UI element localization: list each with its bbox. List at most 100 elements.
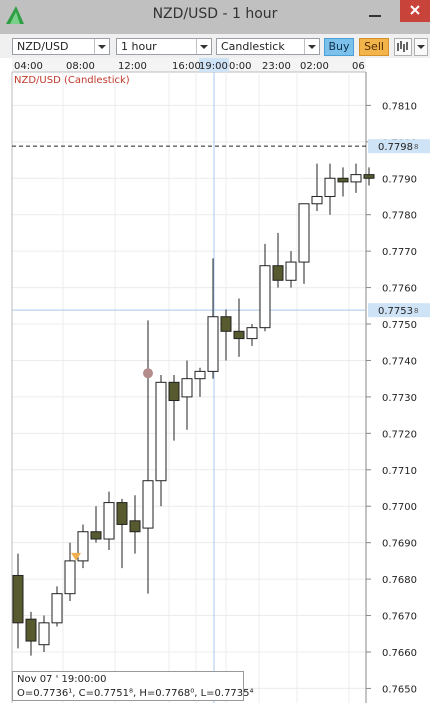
candle[interactable] (168, 375, 180, 441)
y-tick-label: 0.7710 (382, 466, 417, 477)
candle[interactable] (64, 542, 76, 601)
candle[interactable] (142, 320, 154, 594)
candle[interactable] (129, 495, 141, 554)
buy-button[interactable]: Buy (324, 38, 354, 56)
x-tick-label: 19:00 (199, 61, 228, 72)
x-tick-label: 12:00 (118, 61, 147, 72)
chevron-down-icon (304, 39, 319, 54)
minimize-icon[interactable] (366, 4, 384, 22)
y-axis-labels: 0.78100.78000.77900.77800.77700.77600.77… (366, 101, 417, 695)
current-price-suffix: 8 (414, 143, 418, 151)
price-labels: 0.7798 8 0.7753 8 (368, 139, 430, 318)
candle[interactable] (298, 203, 310, 284)
candle[interactable] (246, 324, 258, 346)
candle-body-bull (246, 327, 258, 340)
candle-body-bear (168, 381, 180, 402)
chart-type-select[interactable]: Candlestick (216, 38, 320, 55)
event-marker-triangle[interactable] (71, 552, 81, 561)
candle-ohlc: O=0.7736¹, C=0.7751⁸, H=0.7768⁰, L=0.773… (17, 688, 254, 699)
candle-body-bull (155, 381, 167, 482)
chevron-down-icon (94, 39, 109, 54)
candle-body-bull (311, 195, 323, 205)
close-icon (410, 5, 420, 15)
y-tick-label: 0.7790 (382, 174, 417, 185)
candle[interactable] (220, 309, 232, 361)
y-tick-label: 0.7670 (382, 612, 417, 623)
candle[interactable] (337, 167, 349, 197)
candle[interactable] (259, 243, 271, 332)
ohlc-info-box: Nov 07 ' 19:00:00 O=0.7736¹, C=0.7751⁸, … (12, 671, 254, 701)
y-tick-label: 0.7760 (382, 284, 417, 295)
y-tick-label: 0.7720 (382, 429, 417, 440)
candle-body-bull (259, 265, 271, 329)
window-title: NZD/USD - 1 hour (152, 6, 278, 22)
interval-select[interactable]: 1 hour (116, 38, 212, 55)
candle[interactable] (272, 232, 284, 288)
candle-body-bull (298, 203, 310, 263)
candle-body-bull (207, 316, 219, 372)
candle[interactable] (90, 506, 102, 543)
candle-body-bear (220, 316, 232, 332)
chart-title: NZD/USD (Candlestick) (14, 75, 130, 86)
symbol-value: NZD/USD (17, 40, 69, 53)
current-price-box (368, 139, 430, 154)
symbol-select[interactable]: NZD/USD (12, 38, 110, 55)
candle[interactable] (363, 167, 375, 186)
chart-menu-button[interactable] (414, 38, 428, 56)
candle-body-bull (51, 593, 63, 624)
candle[interactable] (77, 524, 89, 569)
candle[interactable] (207, 258, 219, 379)
candle-body-bear (116, 502, 128, 525)
x-tick-label: 06 (352, 61, 365, 72)
y-tick-label: 0.7700 (382, 502, 417, 513)
candle[interactable] (233, 298, 245, 357)
candle-body-bull (77, 531, 89, 562)
y-tick-label: 0.7650 (382, 684, 417, 695)
y-tick-label: 0.7770 (382, 247, 417, 258)
candle[interactable] (285, 251, 297, 288)
x-tick-label: 04:00 (14, 61, 43, 72)
candle-body-bear (337, 177, 349, 183)
close-button[interactable] (400, 0, 430, 22)
candle[interactable] (12, 553, 24, 649)
chevron-down-icon (417, 45, 425, 49)
candle[interactable] (155, 375, 167, 507)
x-tick-label: 08:00 (66, 61, 95, 72)
candle[interactable] (103, 491, 115, 550)
candle-body-bull (64, 560, 76, 595)
candle[interactable] (51, 586, 63, 627)
candle[interactable] (350, 163, 362, 193)
candle-body-bull (324, 177, 336, 197)
candle-body-bear (233, 330, 245, 340)
candle[interactable] (116, 498, 128, 569)
x-tick-label: 16:00 (172, 61, 201, 72)
title-bar: NZD/USD - 1 hour (0, 0, 430, 34)
chart-toolbar: NZD/USD 1 hour Candlestick Buy Sell (0, 34, 430, 58)
candle-body-bull (194, 370, 206, 380)
current-price-value: 0.7798 (378, 142, 413, 153)
candle[interactable] (194, 367, 206, 397)
candle[interactable] (181, 360, 193, 430)
bar-chart-icon (397, 41, 408, 52)
candle-body-bull (181, 378, 193, 398)
candle[interactable] (324, 163, 336, 215)
y-tick-label: 0.7730 (382, 393, 417, 404)
app-logo-icon (6, 6, 24, 24)
y-tick-label: 0.7740 (382, 356, 417, 367)
chart-tools-button[interactable] (394, 38, 412, 56)
crosshair-price-box (368, 303, 430, 318)
candle[interactable] (311, 163, 323, 212)
candle[interactable] (38, 615, 50, 652)
candle-time: Nov 07 ' 19:00:00 (17, 674, 107, 685)
x-tick-label: 23:00 (262, 61, 291, 72)
candle-body-bull (285, 261, 297, 281)
candle[interactable] (25, 611, 37, 656)
y-tick-label: 0.7810 (382, 101, 417, 112)
candle-body-bull (38, 622, 50, 646)
sell-button[interactable]: Sell (359, 38, 389, 56)
crosshair-price-value: 0.7753 (378, 306, 413, 317)
candle-body-bull (103, 502, 115, 540)
event-marker-circle[interactable] (143, 368, 153, 379)
